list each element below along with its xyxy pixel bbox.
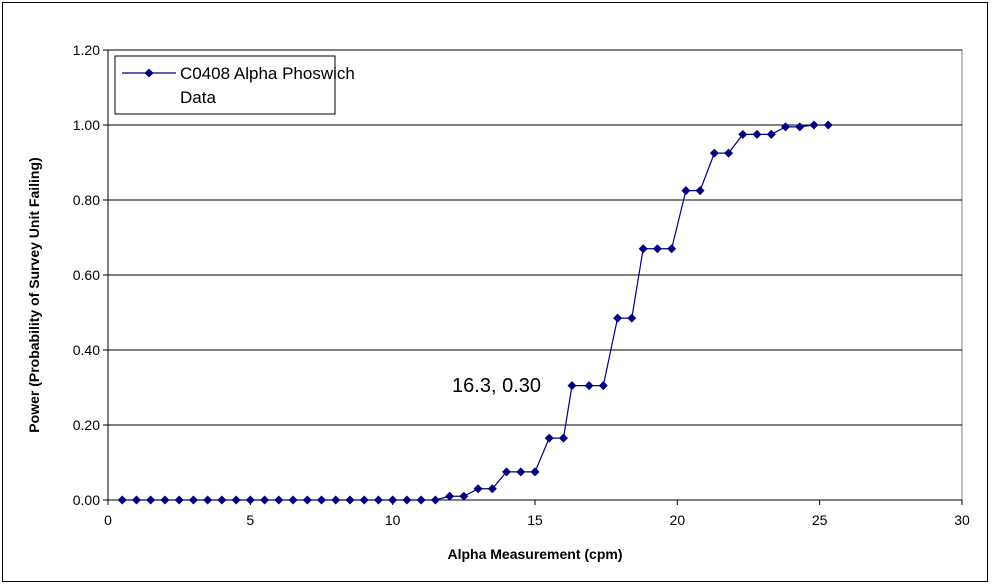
data-point-marker — [823, 120, 833, 130]
y-tick-label: 1.00 — [73, 117, 100, 133]
data-point-marker — [502, 467, 512, 477]
data-point-marker — [317, 495, 326, 505]
y-tick-label: 1.20 — [73, 42, 100, 58]
point-annotation: 16.3, 0.30 — [452, 375, 541, 397]
data-point-marker — [766, 129, 776, 139]
data-point-marker — [445, 491, 455, 501]
data-point-marker — [331, 495, 341, 505]
series-group — [117, 120, 833, 505]
data-point-marker — [430, 495, 440, 505]
data-point-marker — [652, 244, 662, 254]
data-point-marker — [274, 495, 284, 505]
x-tick-label: 5 — [246, 512, 254, 528]
x-tick-label: 30 — [954, 512, 970, 528]
legend-box — [114, 55, 336, 115]
data-point-marker — [544, 433, 554, 443]
data-point-marker — [146, 495, 156, 505]
data-point-marker — [638, 244, 648, 254]
data-point-marker — [131, 495, 141, 505]
data-point-marker — [160, 495, 170, 505]
x-axis-label: Alpha Measurement (cpm) — [447, 546, 622, 562]
y-tick-label: 0.00 — [73, 492, 100, 508]
data-point-marker — [530, 467, 540, 477]
data-point-marker — [217, 495, 227, 505]
data-point-marker — [558, 433, 568, 443]
data-point-marker — [487, 484, 497, 494]
data-point-marker — [567, 381, 577, 391]
data-point-marker — [627, 313, 637, 323]
data-point-marker — [613, 313, 623, 323]
data-point-marker — [416, 495, 426, 505]
x-tick-label: 0 — [104, 512, 112, 528]
data-point-marker — [584, 381, 594, 391]
data-point-marker — [709, 148, 719, 158]
legend-label-line-1: C0408 Alpha Phoswich — [180, 64, 355, 83]
data-point-marker — [752, 129, 762, 139]
data-point-marker — [203, 495, 213, 505]
data-point-marker — [345, 495, 355, 505]
data-point-marker — [724, 148, 734, 158]
y-tick-label: 0.20 — [73, 417, 100, 433]
data-point-marker — [681, 186, 691, 196]
y-tick-labels: 0.00 0.20 0.40 0.60 0.80 1.00 1.20 — [73, 42, 100, 508]
x-tick-label: 15 — [527, 512, 543, 528]
data-point-marker — [402, 495, 412, 505]
data-point-marker — [809, 120, 819, 130]
data-point-marker — [598, 381, 608, 391]
data-point-marker — [302, 495, 312, 505]
data-point-marker — [188, 495, 198, 505]
data-point-marker — [516, 467, 526, 477]
data-point-marker — [473, 484, 483, 494]
legend-label-line-2: Data — [180, 88, 216, 107]
data-point-marker — [738, 129, 748, 139]
data-point-marker — [781, 122, 791, 132]
y-tick-label: 0.80 — [73, 192, 100, 208]
data-point-marker — [174, 495, 184, 505]
data-point-marker — [117, 495, 127, 505]
x-tick-label: 10 — [385, 512, 401, 528]
y-axis-label: Power (Probability of Survey Unit Failin… — [26, 157, 42, 432]
data-point-marker — [373, 495, 383, 505]
x-tick-label: 20 — [670, 512, 686, 528]
legend: C0408 Alpha Phoswich Data — [114, 55, 355, 115]
data-point-marker — [388, 495, 398, 505]
y-tick-label: 0.40 — [73, 342, 100, 358]
data-point-marker — [231, 495, 241, 505]
data-point-marker — [459, 491, 469, 501]
data-point-marker — [667, 244, 677, 254]
legend-marker — [144, 68, 154, 78]
x-tick-label: 25 — [812, 512, 828, 528]
data-point-marker — [260, 495, 270, 505]
x-tick-labels: 0 5 10 15 20 25 30 — [104, 512, 970, 528]
data-point-marker — [245, 495, 255, 505]
data-point-marker — [288, 495, 298, 505]
data-point-marker — [359, 495, 369, 505]
data-point-marker — [695, 186, 705, 196]
data-point-marker — [795, 122, 805, 132]
y-tick-label: 0.60 — [73, 267, 100, 283]
